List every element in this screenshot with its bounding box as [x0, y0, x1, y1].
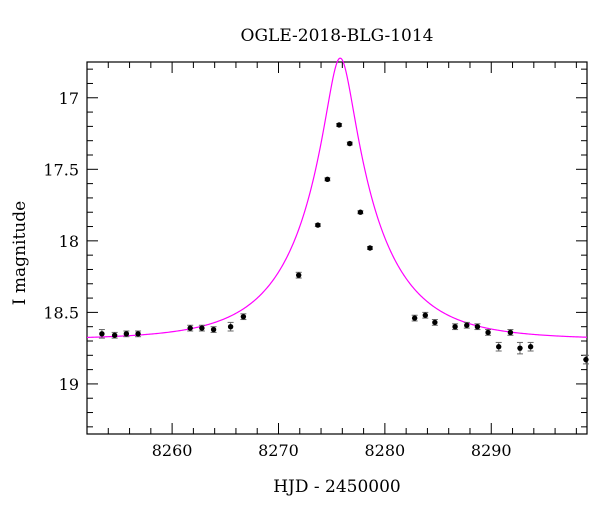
- point-marker: [432, 319, 438, 326]
- point-marker: [367, 245, 373, 251]
- axis-ticks: [87, 62, 587, 434]
- point-marker: [135, 331, 141, 337]
- data-point: [210, 326, 217, 333]
- data-point: [474, 323, 481, 331]
- data-point: [295, 271, 302, 279]
- point-marker: [123, 331, 130, 337]
- data-point: [135, 330, 142, 338]
- data-point: [527, 341, 534, 352]
- data-points: [98, 122, 589, 365]
- point-marker: [347, 140, 353, 147]
- x-tick-label: 8290: [471, 441, 512, 460]
- point-marker: [496, 344, 502, 350]
- data-point: [187, 324, 194, 332]
- chart-title: OGLE-2018-BLG-1014: [241, 26, 434, 46]
- point-marker: [336, 122, 342, 128]
- data-point: [366, 245, 373, 251]
- data-point: [485, 329, 492, 336]
- point-marker: [199, 325, 205, 331]
- data-point: [346, 140, 353, 147]
- data-point: [98, 329, 105, 339]
- point-marker: [111, 332, 118, 338]
- point-marker: [507, 329, 514, 336]
- point-marker: [240, 313, 247, 320]
- data-point: [111, 331, 118, 339]
- data-point: [198, 324, 205, 332]
- point-marker: [315, 222, 321, 228]
- point-marker: [422, 312, 428, 318]
- data-point: [422, 311, 429, 319]
- data-point: [507, 329, 514, 336]
- point-marker: [227, 323, 234, 330]
- data-point: [463, 321, 470, 329]
- tick-labels: 8260 8270 8280 8290 17 17.5 18 18.5 19: [43, 89, 511, 460]
- x-axis-label: HJD - 2450000: [273, 477, 401, 497]
- data-point: [516, 341, 523, 355]
- data-point: [357, 209, 364, 215]
- point-marker: [357, 209, 364, 215]
- data-point: [431, 319, 438, 326]
- data-point: [452, 323, 459, 331]
- point-marker: [324, 176, 331, 183]
- data-point: [411, 314, 418, 322]
- point-marker: [99, 331, 105, 337]
- point-marker: [485, 329, 491, 336]
- plot-frame: [86, 61, 588, 435]
- data-point: [336, 122, 343, 128]
- data-point: [582, 354, 589, 365]
- point-marker: [527, 344, 534, 350]
- point-marker: [464, 322, 470, 328]
- y-tick-label: 18.5: [43, 303, 79, 322]
- point-marker: [452, 323, 458, 330]
- data-point: [324, 176, 331, 183]
- point-marker: [583, 356, 589, 363]
- model-fit-line: [86, 57, 588, 339]
- y-tick-label: 19: [59, 375, 79, 394]
- point-marker: [517, 345, 523, 351]
- point-marker: [210, 326, 217, 333]
- y-tick-label: 17: [59, 89, 79, 108]
- point-marker: [411, 315, 418, 321]
- point-marker: [187, 325, 193, 331]
- data-point: [227, 321, 234, 332]
- x-tick-label: 8270: [258, 441, 299, 460]
- y-axis-label: I magnitude: [10, 201, 30, 305]
- x-tick-label: 8260: [152, 441, 193, 460]
- data-point: [314, 222, 321, 228]
- point-marker: [474, 323, 481, 330]
- x-tick-label: 8280: [365, 441, 406, 460]
- data-point: [240, 313, 247, 321]
- point-marker: [296, 272, 302, 278]
- y-tick-label: 17.5: [43, 160, 79, 179]
- data-point: [123, 330, 130, 338]
- data-point: [495, 341, 502, 352]
- y-tick-label: 18: [59, 232, 79, 251]
